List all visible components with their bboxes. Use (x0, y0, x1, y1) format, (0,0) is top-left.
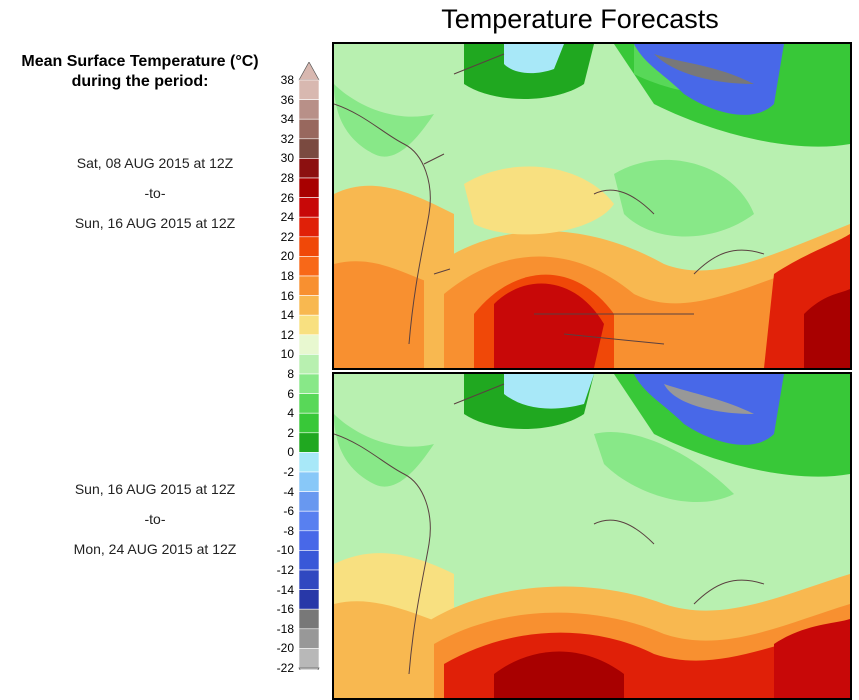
colorbar-swatch (298, 158, 320, 179)
colorbar-tick-label: -6 (283, 504, 294, 519)
colorbar-swatch (298, 275, 320, 296)
period-2-label: Sun, 16 AUG 2015 at 12Z -to- Mon, 24 AUG… (40, 474, 270, 564)
colorbar-tick-label: 36 (280, 92, 294, 107)
colorbar-swatch (298, 118, 320, 140)
colorbar-swatch (298, 295, 320, 316)
colorbar-swatch (298, 510, 320, 532)
colorbar-swatch (298, 648, 320, 669)
colorbar-tick-label: 38 (280, 73, 294, 87)
colorbar-tick-label: 24 (280, 210, 294, 225)
colorbar-tick-label: 18 (280, 269, 294, 283)
colorbar-tick-label: 8 (287, 367, 294, 381)
colorbar-swatch (298, 334, 320, 355)
period-1-separator: -to- (144, 185, 166, 201)
forecast-map-week1 (332, 42, 852, 370)
colorbar-swatch (298, 216, 320, 238)
colorbar-swatch (298, 373, 320, 394)
legend-heading-line2: during the period: (71, 73, 209, 90)
colorbar-tick-label: -20 (276, 641, 294, 656)
colorbar-tick-label: -2 (283, 465, 294, 479)
colorbar-swatch (298, 138, 320, 159)
colorbar-swatch (298, 432, 320, 453)
colorbar-arrow-top (298, 62, 320, 81)
colorbar-tick-label: 0 (287, 445, 294, 460)
period-2-start: Sun, 16 AUG 2015 at 12Z (74, 481, 236, 497)
colorbar-swatch (298, 256, 320, 277)
period-1-label: Sat, 08 AUG 2015 at 12Z -to- Sun, 16 AUG… (40, 148, 270, 238)
colorbar-tick-label: -22 (276, 661, 294, 675)
period-2-separator: -to- (144, 511, 166, 527)
colorbar-swatch (298, 628, 320, 649)
colorbar-tick-label: 6 (287, 386, 294, 401)
colorbar-tick-label: 16 (280, 288, 294, 303)
colorbar-tick-label: 28 (280, 171, 294, 185)
colorbar-swatch (298, 530, 320, 551)
colorbar-tick-label: -18 (276, 621, 294, 636)
colorbar-tick-label: 30 (280, 151, 294, 166)
colorbar-swatch (298, 412, 320, 434)
period-1-start: Sat, 08 AUG 2015 at 12Z (76, 155, 234, 171)
colorbar-tick-label: -8 (283, 523, 294, 538)
colorbar-tick-label: -16 (276, 602, 294, 617)
colorbar-tick-label: -4 (283, 484, 294, 499)
colorbar-swatch (298, 177, 320, 198)
temperature-map-week1 (334, 44, 850, 368)
period-2-end: Mon, 24 AUG 2015 at 12Z (73, 541, 237, 557)
colorbar-tick-label: -12 (276, 563, 294, 577)
colorbar-swatch (298, 471, 320, 492)
colorbar-swatch (298, 550, 320, 571)
colorbar-swatch (298, 569, 320, 590)
colorbar-swatch (298, 589, 320, 610)
colorbar-swatch (298, 608, 320, 630)
forecast-map-week2 (332, 372, 852, 700)
colorbar-tick-label: 26 (280, 190, 294, 205)
temperature-colorbar (298, 62, 320, 670)
colorbar-tick-label: -10 (276, 543, 294, 558)
colorbar-tick-label: 20 (280, 249, 294, 264)
colorbar-swatch (298, 197, 320, 218)
colorbar-tick-label: -14 (276, 582, 294, 597)
colorbar-tick-label: 32 (280, 131, 294, 146)
colorbar-swatch (298, 236, 320, 257)
colorbar-tick-labels: 38 36 34 32 30 28 26 24 22 20 18 16 14 12 10 8 6 4 2 0 -2 -4-… (262, 62, 296, 675)
colorbar-tick-label: 22 (280, 229, 294, 244)
colorbar-swatch (298, 314, 320, 336)
colorbar-swatch (298, 354, 320, 375)
colorbar-swatch (298, 452, 320, 473)
colorbar-tick-label: 12 (280, 327, 294, 342)
page-title: Temperature Forecasts (441, 4, 719, 34)
legend-heading-line1: Mean Surface Temperature (°C) (21, 53, 259, 70)
colorbar-swatch (298, 491, 320, 512)
colorbar-swatch (298, 393, 320, 414)
colorbar-tick-label: 14 (280, 308, 294, 323)
colorbar-tick-label: 2 (287, 425, 294, 440)
temperature-map-week2 (334, 374, 850, 698)
colorbar-swatch (298, 99, 320, 120)
colorbar-tick-label: 10 (280, 347, 294, 362)
period-1-end: Sun, 16 AUG 2015 at 12Z (74, 215, 236, 231)
legend-heading: Mean Surface Temperature (°C) during the… (10, 52, 270, 92)
colorbar-tick-label: 4 (287, 406, 294, 421)
colorbar-tick-label: 34 (280, 112, 294, 127)
colorbar-arrow-bottom (298, 667, 320, 670)
colorbar-swatch (298, 79, 320, 100)
